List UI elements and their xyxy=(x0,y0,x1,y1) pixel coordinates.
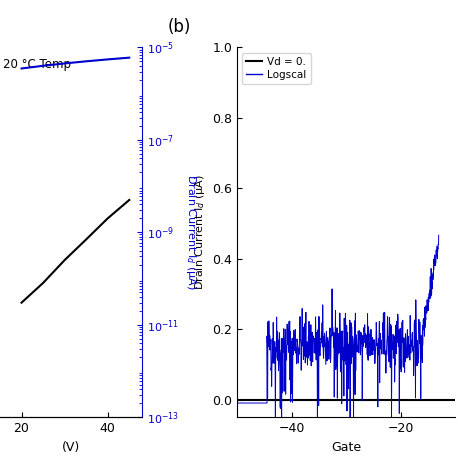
X-axis label: Gate: Gate xyxy=(331,440,361,454)
Text: 20 °C Temp: 20 °C Temp xyxy=(3,58,71,72)
Text: (b): (b) xyxy=(167,18,191,36)
Legend: Vd = 0., Logscal: Vd = 0., Logscal xyxy=(242,53,310,84)
X-axis label: (V): (V) xyxy=(62,440,80,454)
Y-axis label: Drain Current I$_d$ (μA): Drain Current I$_d$ (μA) xyxy=(184,174,199,290)
Y-axis label: Drain Current I$_d$ (μA): Drain Current I$_d$ (μA) xyxy=(192,174,207,290)
